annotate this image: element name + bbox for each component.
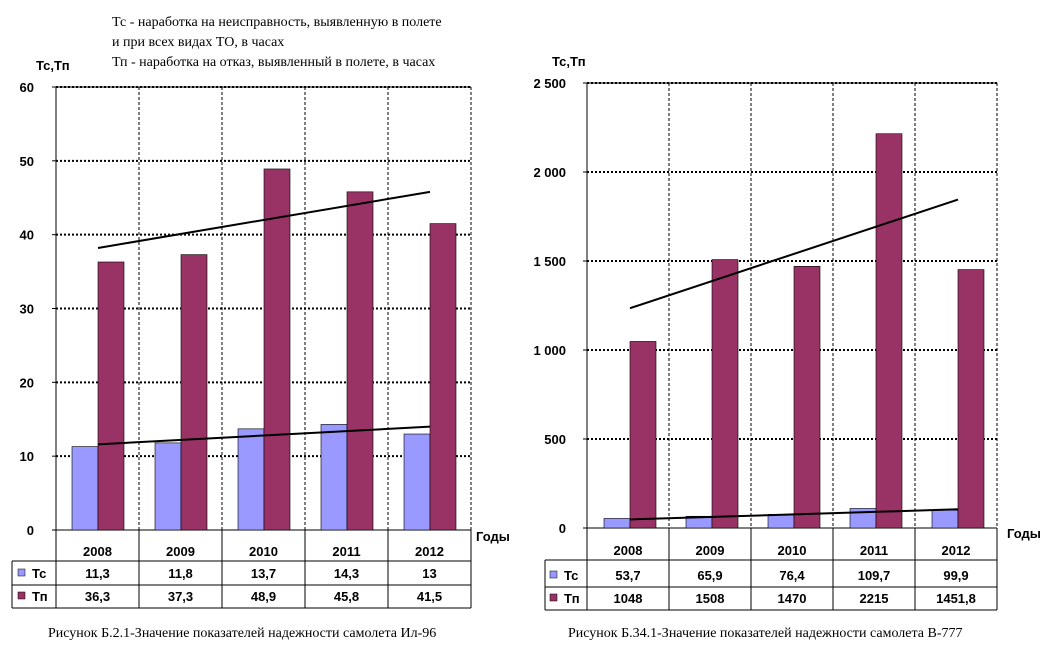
data-table-cell: 41,5 [417, 589, 442, 604]
bar-tc [603, 518, 631, 529]
x-axis-label: Годы [476, 529, 510, 544]
y-tick-label: 50 [20, 154, 34, 169]
bar-tc [320, 424, 348, 531]
bar-tc [767, 514, 795, 529]
bar-tc [237, 428, 265, 531]
y-tick-label: 1 500 [533, 254, 566, 269]
bar-tp [875, 133, 903, 529]
x-tick-label: 2011 [332, 544, 360, 559]
data-table-cell: 76,4 [779, 568, 805, 583]
y-axis-label: Тс,Тп [552, 54, 586, 69]
y-tick-label: 30 [20, 302, 34, 317]
data-table-cell: 11,3 [85, 566, 110, 581]
y-tick-label: 20 [20, 375, 34, 390]
bar-tp [629, 341, 657, 529]
data-table-cell: 14,3 [334, 566, 359, 581]
data-table-cell: 1048 [614, 591, 643, 606]
legend-label-tc: Тс [564, 568, 578, 583]
legend-swatch-tp [549, 593, 558, 602]
data-table-cell: 1508 [696, 591, 725, 606]
x-tick-label: 2011 [860, 543, 888, 558]
chart-b777: 0 500 1 000 1 500 2 000 2 500 Тс,Тп Годы 2008 200… [533, 54, 1040, 641]
x-tick-label: 2012 [415, 544, 444, 559]
y-axis-label: Тс,Тп [36, 58, 70, 73]
legend-swatch-tc [17, 568, 26, 577]
data-table-cell: 37,3 [168, 589, 193, 604]
bar-tp [957, 269, 985, 529]
bar-tp [793, 266, 821, 529]
data-table-cell: 36,3 [85, 589, 110, 604]
y-tick-label: 0 [559, 521, 566, 536]
y-tick-label: 1 000 [533, 343, 566, 358]
x-tick-label: 2010 [249, 544, 278, 559]
y-tick-label: 2 000 [533, 165, 566, 180]
legend-swatch-tc [549, 570, 558, 579]
data-table-cell: 13 [422, 566, 436, 581]
x-tick-label: 2009 [696, 543, 725, 558]
bar-tp [711, 259, 739, 529]
bar-tc [71, 446, 99, 531]
data-table-cell: 45,8 [334, 589, 359, 604]
data-table-cell: 11,8 [168, 566, 193, 581]
y-tick-label: 10 [20, 449, 34, 464]
x-axis-label: Годы [1007, 526, 1041, 541]
y-tick-label: 500 [544, 432, 566, 447]
trendline-tc [97, 425, 431, 446]
y-tick-label: 60 [20, 80, 34, 95]
legend-label-tp: Тп [564, 591, 580, 606]
legend-swatch-tp [17, 591, 26, 600]
bar-tc [154, 442, 182, 531]
bar-tp [263, 168, 291, 531]
bar-tp [97, 261, 125, 531]
data-table-cell: 1470 [778, 591, 807, 606]
bar-tc [403, 433, 431, 531]
figure-caption: Рисунок Б.34.1-Значение показателей наде… [568, 626, 962, 641]
figure-caption: Рисунок Б.2.1-Значение показателей надеж… [48, 626, 436, 641]
x-tick-label: 2008 [83, 544, 112, 559]
y-tick-label: 0 [27, 523, 34, 538]
legend-note: Тс - наработка на неисправность, выявлен… [112, 15, 442, 70]
legend-note-line: Тс - наработка на неисправность, выявлен… [112, 15, 442, 30]
x-tick-label: 2010 [778, 543, 807, 558]
bar-tp [180, 254, 208, 531]
x-tick-label: 2009 [166, 544, 195, 559]
legend-label-tc: Тс [32, 566, 46, 581]
data-table-cell: 109,7 [858, 568, 891, 583]
data-table-cell: 65,9 [697, 568, 722, 583]
data-table-cell: 1451,8 [936, 591, 976, 606]
trendline-tc [629, 508, 959, 521]
legend-note-line: и при всех видах ТО, в часах [112, 35, 284, 50]
y-tick-label: 2 500 [533, 76, 566, 91]
bar-tc [931, 509, 959, 529]
legend-note-line: Тп - наработка на отказ, выявленный в по… [112, 55, 435, 70]
data-table-cell: 53,7 [615, 568, 640, 583]
trendline-tp [629, 198, 959, 310]
bar-tp [346, 191, 374, 531]
data-table-cell: 2215 [860, 591, 889, 606]
trendline-tp [97, 190, 431, 249]
bar-tp [429, 223, 457, 531]
x-tick-label: 2008 [614, 543, 643, 558]
y-tick-label: 40 [20, 228, 34, 243]
x-tick-label: 2012 [942, 543, 971, 558]
data-table-cell: 13,7 [251, 566, 276, 581]
legend-label-tp: Тп [32, 589, 48, 604]
data-table-cell: 48,9 [251, 589, 276, 604]
data-table-cell: 99,9 [943, 568, 968, 583]
